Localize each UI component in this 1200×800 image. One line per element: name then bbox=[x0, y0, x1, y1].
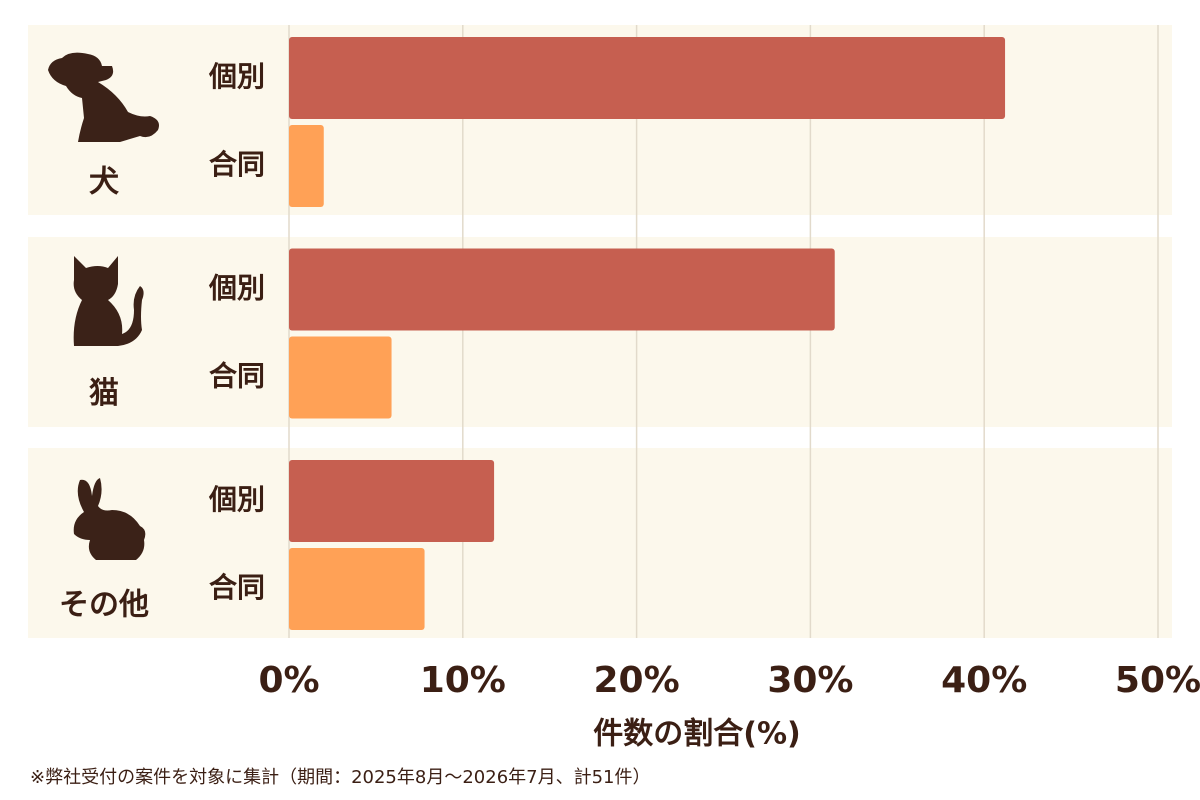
bar bbox=[289, 548, 425, 630]
rabbit-icon bbox=[73, 478, 146, 560]
bar bbox=[289, 460, 495, 542]
group-label: 犬 bbox=[89, 165, 119, 200]
series-label: 合同 bbox=[209, 148, 265, 181]
dog-icon bbox=[48, 52, 159, 142]
group-label: 猫 bbox=[89, 376, 119, 411]
bar bbox=[289, 125, 324, 207]
bar bbox=[289, 336, 392, 419]
series-label: 個別 bbox=[208, 483, 265, 516]
series-label: 個別 bbox=[208, 60, 265, 93]
panel bbox=[28, 448, 1172, 638]
icons bbox=[48, 52, 159, 560]
x-tick-label: 20% bbox=[594, 660, 680, 701]
cat-icon bbox=[73, 256, 144, 346]
x-tick-label: 50% bbox=[1115, 660, 1200, 701]
series-label: 合同 bbox=[209, 571, 265, 604]
series-label: 個別 bbox=[208, 272, 265, 305]
group-label: その他 bbox=[59, 588, 149, 623]
bar bbox=[289, 37, 1006, 119]
series-label: 合同 bbox=[209, 360, 265, 393]
footnote: ※弊社受付の案件を対象に集計（期間：2025年8月～2026年7月、計51件） bbox=[30, 767, 651, 788]
x-tick-label: 10% bbox=[420, 660, 506, 701]
x-tick-label: 0% bbox=[258, 660, 319, 701]
x-axis-label: 件数の割合(%) bbox=[593, 717, 800, 752]
bar bbox=[289, 248, 835, 331]
x-tick-label: 40% bbox=[941, 660, 1027, 701]
x-tick-label: 30% bbox=[767, 660, 853, 701]
